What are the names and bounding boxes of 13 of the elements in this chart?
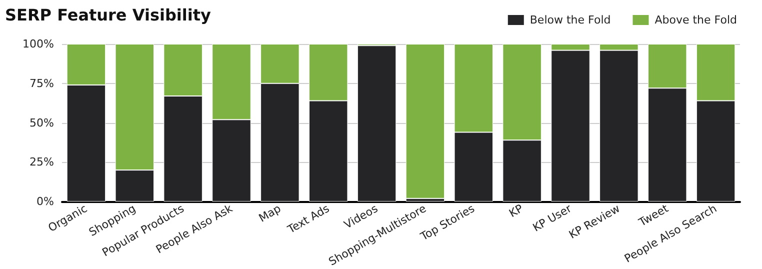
y-tick-label: 75%	[30, 76, 54, 90]
legend-label: Below the Fold	[530, 14, 611, 26]
y-tick-label: 100%	[22, 38, 54, 50]
x-tick-label: KP	[506, 202, 526, 220]
bar	[357, 46, 396, 202]
legend-label: Above the Fold	[654, 14, 737, 26]
bar	[406, 44, 445, 198]
x-tick-label: Text Ads	[284, 202, 332, 237]
x-tick-label: Map	[256, 202, 284, 225]
y-tick-label: 0%	[36, 195, 54, 208]
y-tick-label: 25%	[30, 156, 54, 169]
y-tick-label: 50%	[30, 116, 54, 130]
chart-title: SERP Feature Visibility	[5, 6, 212, 24]
